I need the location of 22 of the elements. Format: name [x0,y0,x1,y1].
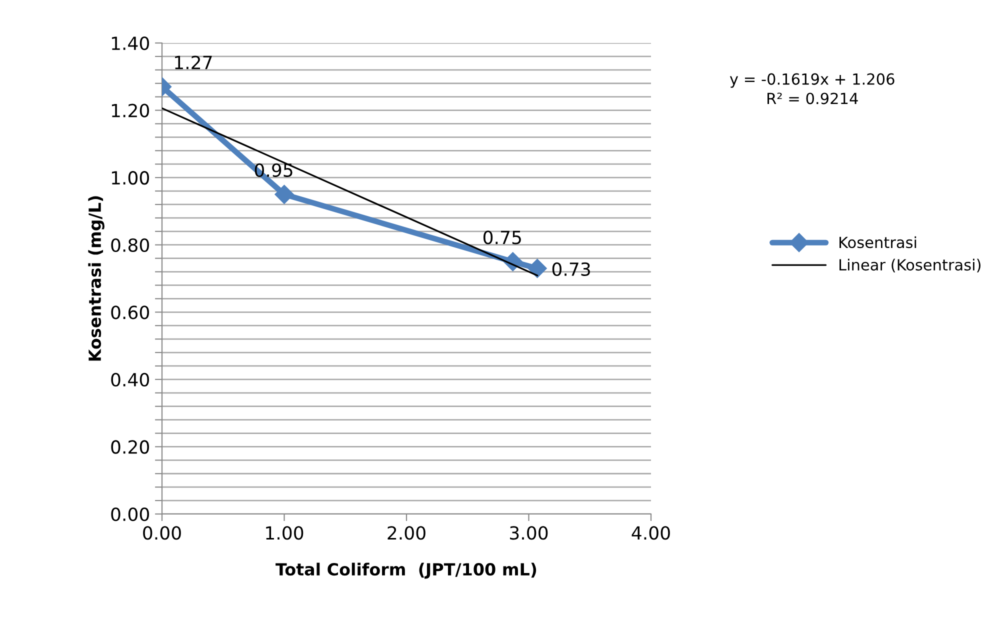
y-tick-label: 0.00 [111,507,149,522]
y-tick-label: 0.40 [111,372,149,387]
y-tick-label: 1.00 [112,171,149,185]
x-tick-label: 3.00 [510,526,548,540]
x-axis-title: Total Coliform (JPT/100 mL) [276,562,536,579]
data-label: 0.75 [483,230,521,244]
y-axis-title: Kosentrasi (mg/L) [88,196,104,361]
data-label: 0.73 [552,262,590,276]
x-tick-label: 4.00 [632,526,670,540]
y-tick-label: 1.20 [112,104,149,118]
y-tick-label: 0.60 [111,306,149,320]
legend-label: Kosentrasi [840,236,916,248]
point [528,258,547,278]
y-tick-label: 0.80 [111,238,149,252]
x-tick-label: 2.00 [388,526,426,540]
data-label: 1.27 [175,56,212,70]
x-tick-label: 0.00 [143,526,181,540]
x-tick-label: 1.00 [266,526,304,540]
y-tick-label: 1.40 [112,36,149,50]
legend-label: Linear (Kosentrasi) [840,258,980,272]
text: y = -0.1619x + 1.206 R² = 0.9214 [730,73,894,104]
y-tick-label: 0.20 [111,440,149,454]
